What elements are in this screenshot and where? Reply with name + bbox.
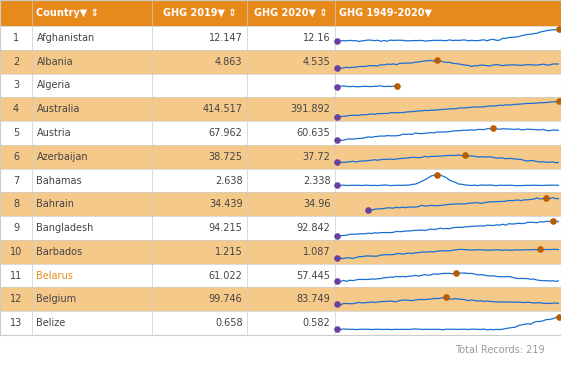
Text: 2.638: 2.638	[215, 176, 242, 185]
Text: 12: 12	[10, 294, 22, 304]
Point	[333, 160, 342, 165]
Point	[536, 246, 545, 252]
Text: 10: 10	[10, 247, 22, 257]
Text: 4.535: 4.535	[303, 57, 330, 67]
Point	[554, 314, 561, 320]
Bar	[0, 216, 561, 240]
Text: Barbados: Barbados	[36, 247, 82, 257]
Text: Belgium: Belgium	[36, 294, 77, 304]
Text: 4: 4	[13, 104, 19, 114]
Text: Bahamas: Bahamas	[36, 176, 82, 185]
Text: 1.087: 1.087	[303, 247, 330, 257]
Point	[333, 233, 342, 239]
Text: 7: 7	[13, 176, 19, 185]
Bar	[0, 121, 561, 145]
Bar	[0, 240, 561, 264]
Bar	[0, 0, 561, 26]
Point	[433, 172, 442, 178]
Bar	[0, 26, 561, 50]
Point	[333, 255, 342, 261]
Point	[333, 38, 342, 43]
Point	[333, 326, 342, 332]
Text: Total Records: 219: Total Records: 219	[454, 345, 544, 355]
Text: 2.338: 2.338	[303, 176, 330, 185]
Bar	[0, 50, 561, 73]
Text: 8: 8	[13, 199, 19, 209]
Point	[548, 218, 557, 224]
Text: 391.892: 391.892	[291, 104, 330, 114]
Point	[333, 84, 342, 90]
Point	[442, 295, 451, 300]
Point	[433, 57, 442, 63]
Text: Algeria: Algeria	[36, 80, 71, 91]
Text: Austria: Austria	[36, 128, 71, 138]
Point	[333, 182, 342, 188]
Point	[333, 278, 342, 284]
Text: Belarus: Belarus	[36, 270, 73, 281]
Text: Azerbaijan: Azerbaijan	[36, 152, 88, 162]
Bar	[0, 145, 561, 169]
Text: 94.215: 94.215	[209, 223, 242, 233]
Text: Afghanistan: Afghanistan	[36, 33, 95, 43]
Text: 83.749: 83.749	[297, 294, 330, 304]
Text: 4.863: 4.863	[215, 57, 242, 67]
Bar	[0, 169, 561, 192]
Text: Australia: Australia	[36, 104, 80, 114]
Bar	[0, 97, 561, 121]
Point	[333, 137, 342, 142]
Bar	[0, 192, 561, 216]
Point	[333, 65, 342, 70]
Text: 1: 1	[13, 33, 19, 43]
Text: 37.72: 37.72	[302, 152, 330, 162]
Point	[489, 125, 498, 131]
Text: Belize: Belize	[36, 318, 66, 328]
Point	[542, 195, 551, 200]
Text: Bangladesh: Bangladesh	[36, 223, 94, 233]
Text: 5: 5	[13, 128, 19, 138]
Point	[461, 152, 470, 158]
Text: 99.746: 99.746	[209, 294, 242, 304]
Text: 0.582: 0.582	[303, 318, 330, 328]
Text: Bahrain: Bahrain	[36, 199, 75, 209]
Text: 13: 13	[10, 318, 22, 328]
Point	[333, 301, 342, 307]
Bar	[0, 311, 561, 335]
Text: 34.439: 34.439	[209, 199, 242, 209]
Point	[554, 98, 561, 104]
Text: 2: 2	[13, 57, 19, 67]
Text: 38.725: 38.725	[209, 152, 242, 162]
Point	[364, 207, 373, 213]
Text: 1.215: 1.215	[215, 247, 242, 257]
Text: 11: 11	[10, 270, 22, 281]
Point	[554, 26, 561, 32]
Text: 0.658: 0.658	[215, 318, 242, 328]
Text: 9: 9	[13, 223, 19, 233]
Text: 6: 6	[13, 152, 19, 162]
Text: 60.635: 60.635	[297, 128, 330, 138]
Text: GHG 2020▼ ⇕: GHG 2020▼ ⇕	[254, 8, 328, 18]
Point	[392, 83, 401, 89]
Text: Country▼ ⇕: Country▼ ⇕	[36, 8, 99, 18]
Text: GHG 1949-2020▼: GHG 1949-2020▼	[339, 8, 433, 18]
Point	[333, 114, 342, 120]
Text: 61.022: 61.022	[209, 270, 242, 281]
Bar	[0, 73, 561, 97]
Text: 34.96: 34.96	[303, 199, 330, 209]
Text: 57.445: 57.445	[297, 270, 330, 281]
Point	[451, 270, 460, 276]
Text: 67.962: 67.962	[209, 128, 242, 138]
Text: 414.517: 414.517	[203, 104, 242, 114]
Bar	[0, 335, 561, 365]
Text: Albania: Albania	[36, 57, 73, 67]
Bar	[0, 264, 561, 288]
Text: 12.147: 12.147	[209, 33, 242, 43]
Text: 12.16: 12.16	[303, 33, 330, 43]
Text: GHG 2019▼ ⇕: GHG 2019▼ ⇕	[163, 8, 236, 18]
Bar	[0, 288, 561, 311]
Text: 92.842: 92.842	[297, 223, 330, 233]
Text: 3: 3	[13, 80, 19, 91]
